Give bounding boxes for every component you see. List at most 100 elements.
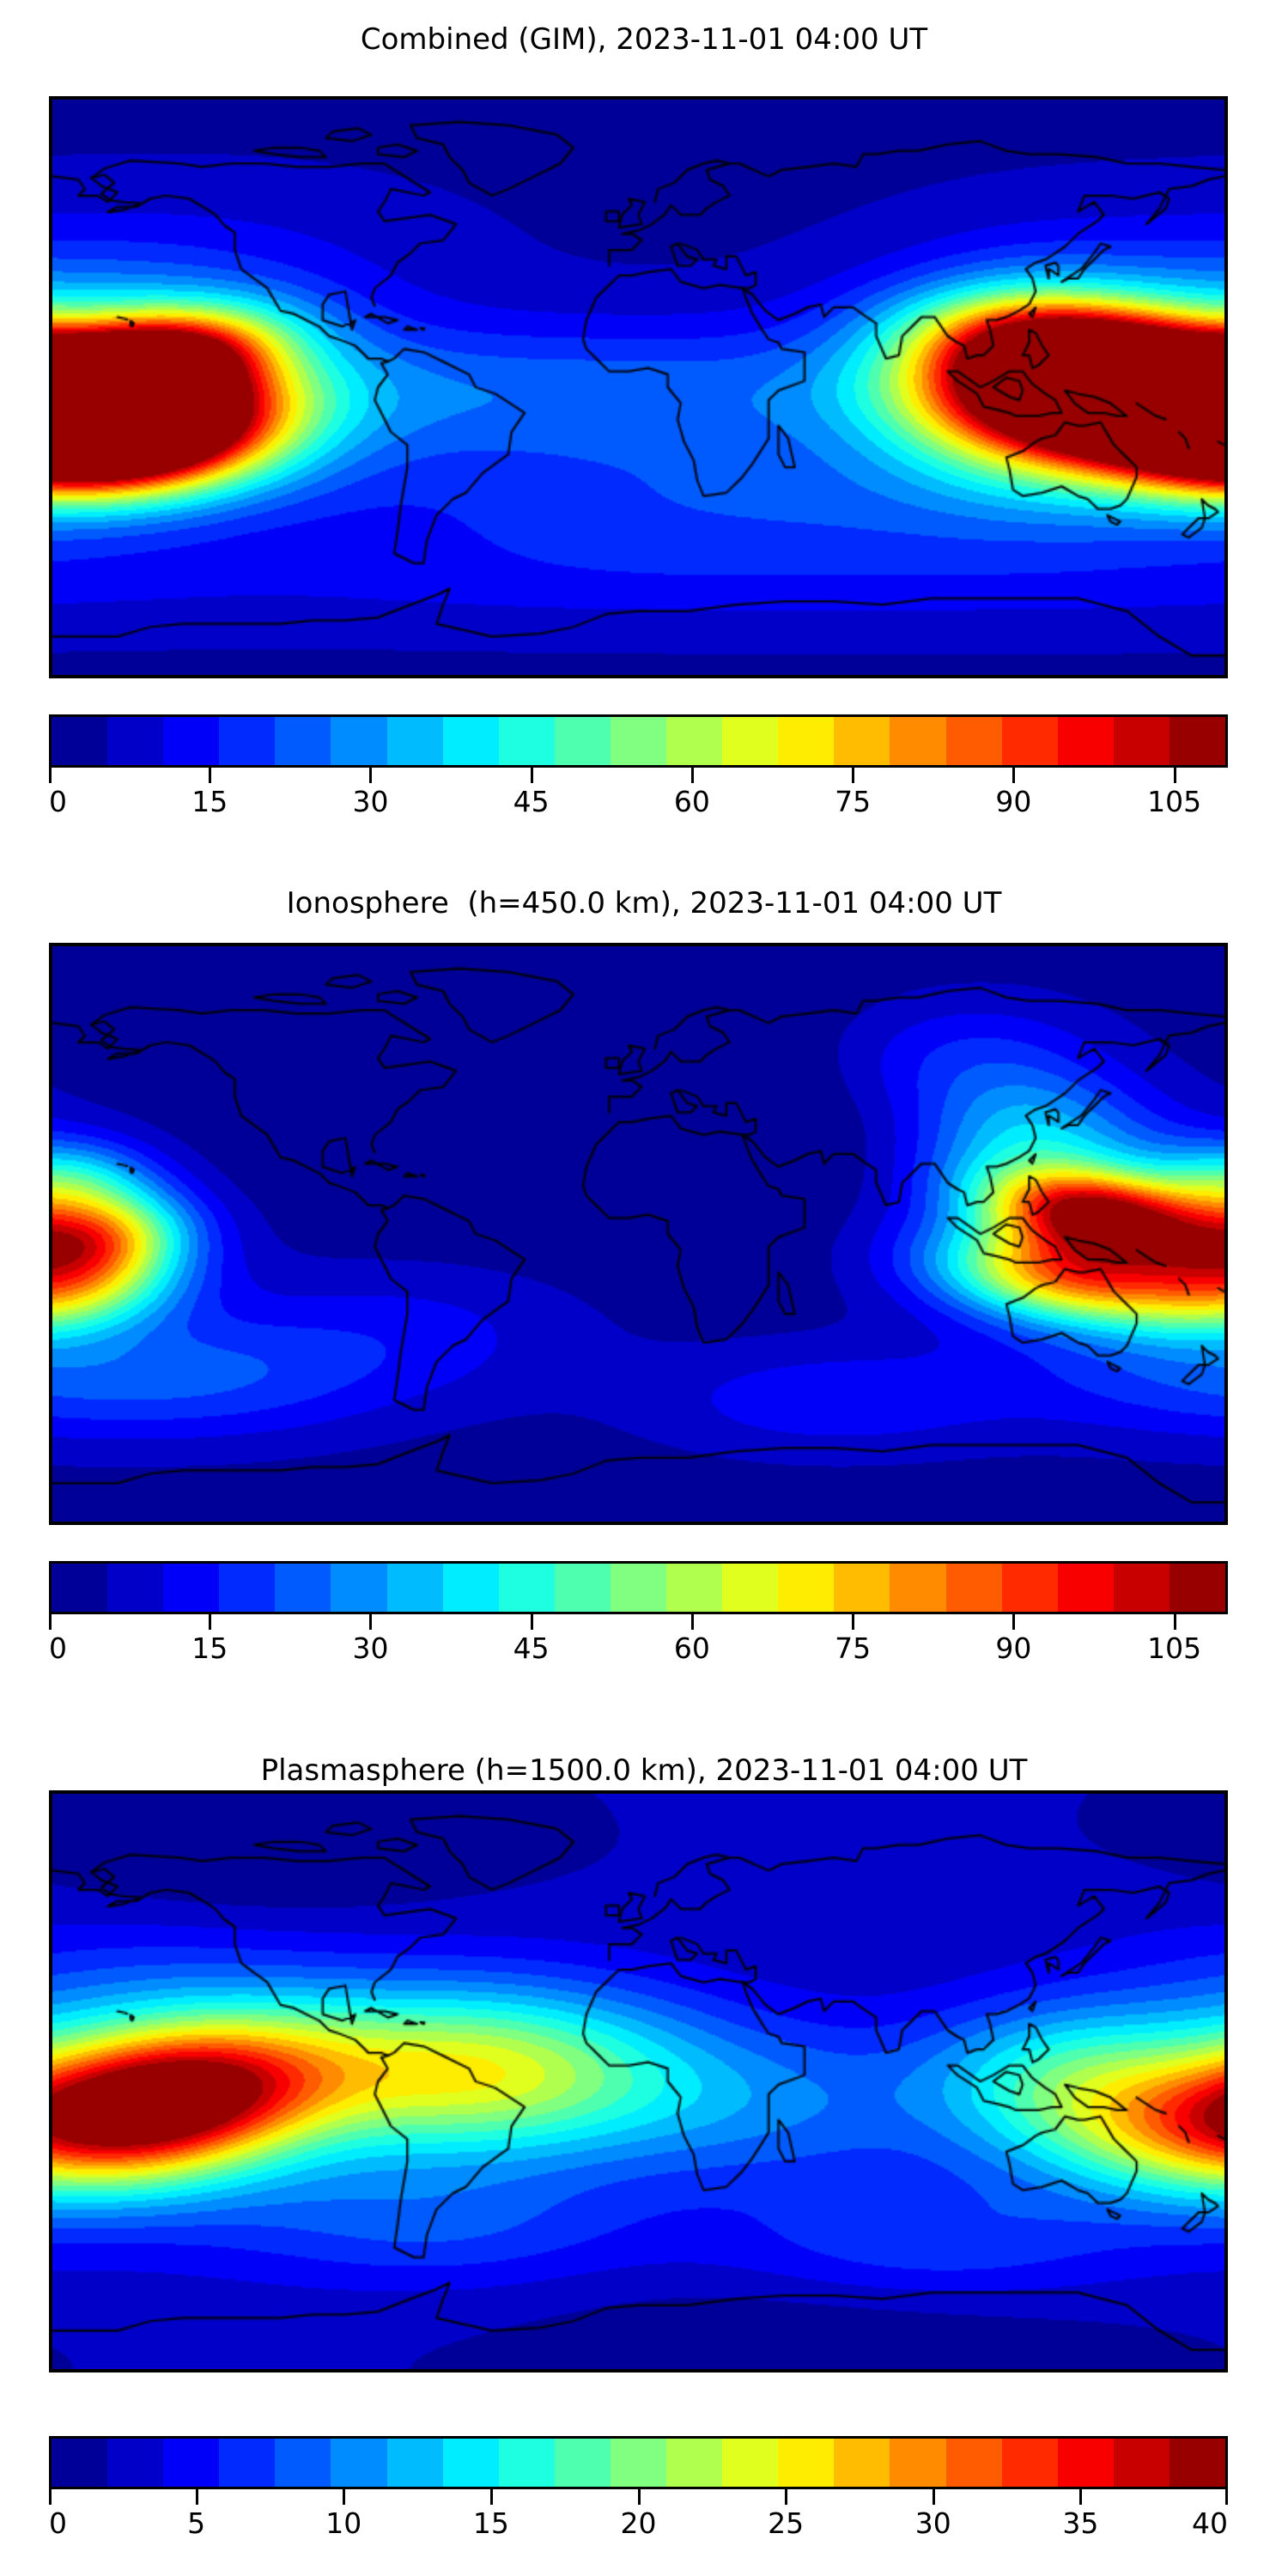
colorbar-band: [1169, 1564, 1225, 1612]
colorbar-band: [778, 717, 835, 765]
panel-plasmasphere: Plasmasphere (h=1500.0 km), 2023-11-01 0…: [0, 1726, 1288, 2576]
colorbar-band: [442, 717, 499, 765]
colorbar-band: [666, 2439, 723, 2487]
colorbar-tick-label: 45: [513, 785, 550, 818]
panel-combined-gim: Combined (GIM), 2023-11-01 04:00 UT 0 15 3…: [0, 0, 1288, 859]
colorbar-band: [275, 717, 331, 765]
colorbar-tick-label: 75: [835, 1631, 872, 1665]
colorbar-tick: [209, 768, 212, 783]
colorbar-band: [1057, 2439, 1114, 2487]
colorbar-band: [1113, 2439, 1170, 2487]
colorbar-band: [666, 717, 723, 765]
colorbar-band: [722, 717, 779, 765]
colorbar-band: [498, 717, 555, 765]
colorbar-tick-label: 40: [1192, 2506, 1228, 2540]
colorbar-tick: [530, 768, 533, 783]
colorbar-band: [107, 1564, 164, 1612]
colorbar-band: [554, 2439, 611, 2487]
colorbar-tick-label: 15: [191, 785, 228, 818]
colorbar-tick-label: 5: [187, 2506, 206, 2540]
map-canvas-ionosphere: [52, 946, 1224, 1522]
colorbar-tick: [785, 2489, 788, 2505]
colorbar-labels-plasmasphere: 0 5 10 15 20 25 30 35 40: [49, 2506, 1228, 2546]
colorbar-tick-label: 0: [49, 2506, 67, 2540]
colorbar-band: [554, 1564, 611, 1612]
map-ionosphere: [49, 943, 1228, 1525]
colorbar-tick-label: 90: [995, 785, 1032, 818]
colorbar-band: [498, 2439, 555, 2487]
colorbar-tick-label: 15: [472, 2506, 509, 2540]
map-canvas-plasmasphere: [52, 1794, 1224, 2369]
colorbar-band: [890, 2439, 946, 2487]
colorbar-band: [834, 717, 890, 765]
colorbar-ticks-combined-gim: [49, 768, 1228, 785]
colorbar-tick-label: 20: [620, 2506, 657, 2540]
colorbar-tick: [690, 768, 694, 783]
colorbar-band: [331, 2439, 387, 2487]
colorbar-tick-label: 0: [49, 785, 67, 818]
colorbar-tick: [489, 2489, 493, 2505]
colorbar-band: [610, 2439, 667, 2487]
colorbar-tick-label: 75: [835, 785, 872, 818]
colorbar-tick: [49, 768, 52, 783]
colorbar-tick: [369, 768, 373, 783]
colorbar-tick-label: 35: [1062, 2506, 1099, 2540]
map-combined-gim: [49, 96, 1228, 678]
colorbar-band: [107, 2439, 164, 2487]
colorbar-band: [386, 1564, 443, 1612]
colorbar-band: [275, 2439, 331, 2487]
colorbar-combined-gim: 0 15 30 45 60 75 90 105: [49, 714, 1228, 824]
colorbar-tick: [530, 1614, 533, 1630]
colorbar-tick: [209, 1614, 212, 1630]
colorbar-band: [331, 1564, 387, 1612]
colorbar-band: [1057, 717, 1114, 765]
colorbar-band: [163, 717, 220, 765]
colorbar-band: [219, 1564, 276, 1612]
colorbar-tick-label: 105: [1147, 1631, 1202, 1665]
colorbar-gradient-combined-gim: [49, 714, 1228, 768]
colorbar-tick-label: 60: [673, 1631, 710, 1665]
colorbar-band: [722, 1564, 779, 1612]
colorbar-tick: [1173, 1614, 1176, 1630]
colorbar-tick-label: 10: [325, 2506, 362, 2540]
colorbar-band: [722, 2439, 779, 2487]
colorbar-band: [1057, 1564, 1114, 1612]
colorbar-tick: [1173, 768, 1176, 783]
colorbar-tick: [343, 2489, 346, 2505]
colorbar-band: [1113, 1564, 1170, 1612]
colorbar-band: [890, 717, 946, 765]
colorbar-tick: [1079, 2489, 1083, 2505]
map-plasmasphere: [49, 1790, 1228, 2372]
colorbar-tick: [1225, 2489, 1228, 2505]
colorbar-labels-ionosphere: 0 15 30 45 60 75 90 105: [49, 1631, 1228, 1671]
colorbar-band: [834, 1564, 890, 1612]
colorbar-tick: [49, 1614, 52, 1630]
colorbar-ionosphere: 0 15 30 45 60 75 90 105: [49, 1561, 1228, 1671]
colorbar-band: [945, 1564, 1002, 1612]
map-canvas-combined-gim: [52, 100, 1224, 675]
colorbar-band: [554, 717, 611, 765]
colorbar-band: [107, 717, 164, 765]
panel-title-combined-gim: Combined (GIM), 2023-11-01 04:00 UT: [360, 22, 928, 57]
colorbar-band: [1001, 1564, 1058, 1612]
colorbar-gradient-ionosphere: [49, 1561, 1228, 1614]
panel-title-plasmasphere: Plasmasphere (h=1500.0 km), 2023-11-01 0…: [260, 1753, 1028, 1788]
colorbar-band: [1001, 2439, 1058, 2487]
colorbar-tick-label: 60: [673, 785, 710, 818]
colorbar-band: [778, 1564, 835, 1612]
colorbar-tick: [1012, 768, 1016, 783]
colorbar-plasmasphere: 0 5 10 15 20 25 30 35 40: [49, 2436, 1228, 2546]
colorbar-band: [52, 717, 108, 765]
colorbar-tick-label: 105: [1147, 785, 1202, 818]
colorbar-tick-label: 30: [914, 2506, 951, 2540]
colorbar-band: [834, 2439, 890, 2487]
colorbar-band: [163, 1564, 220, 1612]
colorbar-band: [1001, 717, 1058, 765]
colorbar-band: [386, 2439, 443, 2487]
colorbar-band: [442, 1564, 499, 1612]
colorbar-band: [945, 2439, 1002, 2487]
colorbar-band: [1113, 717, 1170, 765]
colorbar-tick: [1012, 1614, 1016, 1630]
colorbar-band: [1169, 717, 1225, 765]
